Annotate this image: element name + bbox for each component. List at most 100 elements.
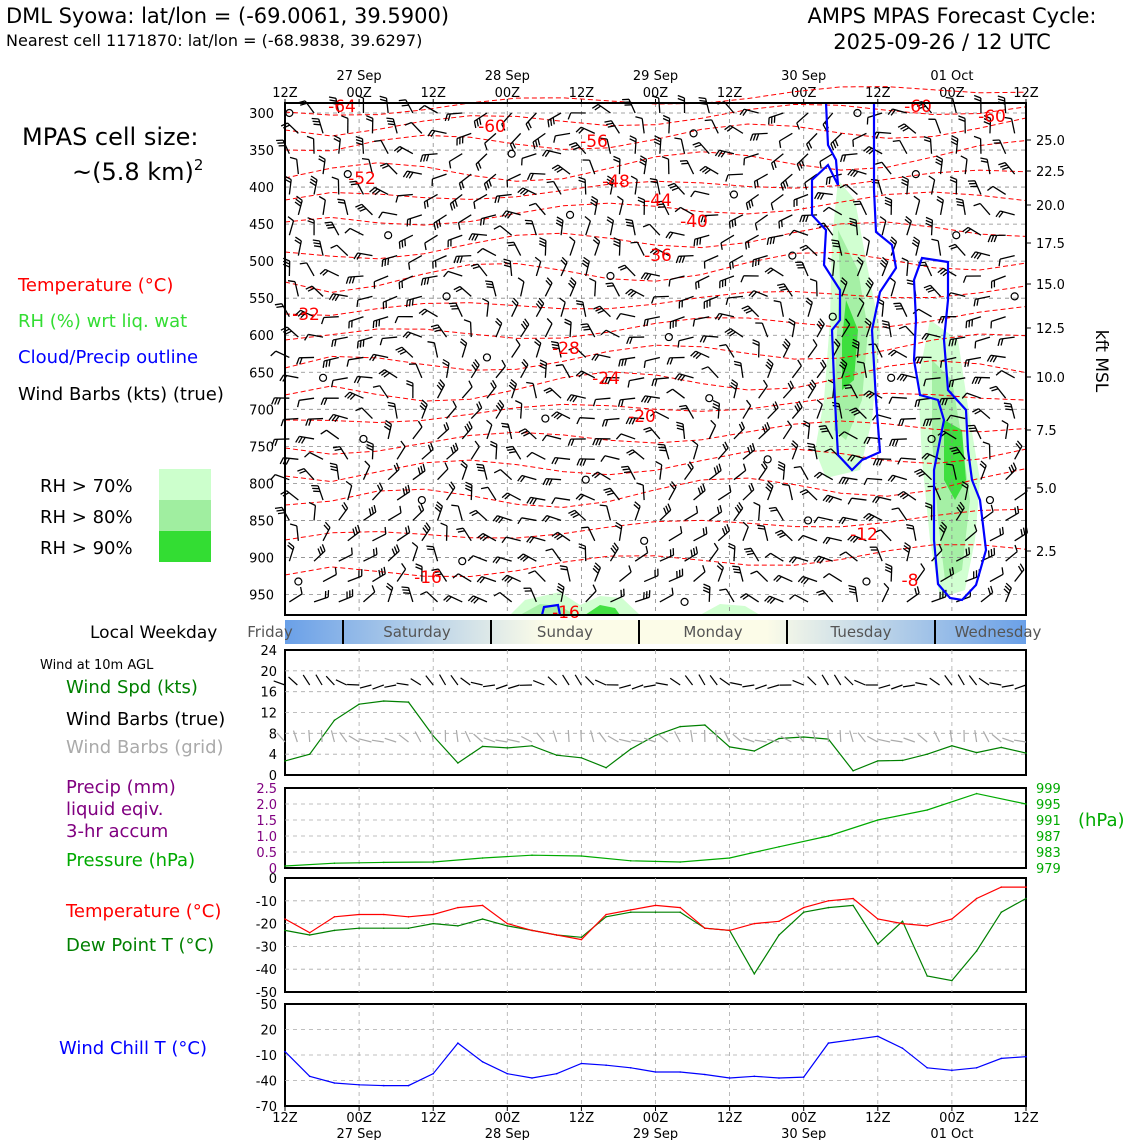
wind-speed-line-point (901, 759, 904, 762)
wind-barb-feather (889, 239, 896, 245)
wind-barb (930, 179, 936, 195)
wind-barb (767, 407, 779, 420)
wind-barb-feather (628, 417, 633, 425)
wind-barb-feather (454, 199, 458, 207)
wind-barb-feather (493, 469, 501, 474)
wind-barb (756, 570, 769, 583)
wind-barb-feather (976, 298, 979, 306)
wind-barb-feather (1000, 338, 1004, 346)
wind-barb (484, 132, 497, 144)
wind-barb-feather (424, 524, 430, 532)
wind-barb (557, 164, 571, 175)
wind-barb (876, 413, 892, 420)
wind-barb-feather (964, 360, 967, 368)
wind-barb (925, 377, 941, 381)
wind-barb-feather (430, 442, 434, 450)
wind-barb-feather (581, 262, 589, 268)
wind-barb (758, 385, 768, 399)
wind-barb-feather (289, 523, 297, 527)
wind-speed-line-point (704, 724, 706, 726)
wind-barb-grid (473, 733, 483, 743)
wind-barb-feather (745, 399, 752, 407)
wind-barb-feather (1003, 402, 1011, 405)
temperature-contour (284, 544, 1027, 578)
wind-barb (587, 526, 596, 542)
wind-barb-feather (427, 444, 432, 452)
wind-barb-feather (667, 182, 675, 187)
wind-barb-feather (885, 563, 893, 568)
wind-barb-feather (808, 448, 816, 452)
calm-circle (788, 251, 797, 260)
wind-barb (1010, 118, 1016, 134)
wind-barb-feather (857, 256, 864, 263)
bottom-tick-label: 12Z (420, 1111, 446, 1126)
wind-barb-feather (307, 287, 315, 292)
wind-barb-feather (895, 307, 904, 310)
temperature-line-point (704, 927, 706, 929)
calm-circle (359, 434, 368, 444)
wind-barb-feather (274, 506, 283, 510)
wind-barb-feather (364, 460, 371, 467)
wind-barb (379, 385, 389, 399)
wind-barb-feather (697, 487, 702, 495)
wind-barb (322, 527, 331, 542)
wind-barb-feather (468, 380, 473, 388)
wind-barb-feather (642, 223, 650, 228)
temperature-contour-label: -16 (414, 568, 442, 588)
wind-barb-feather (534, 341, 541, 347)
wind-barb-feather (924, 502, 932, 507)
wind-barb-feather (748, 485, 753, 492)
wind-barb-feather (568, 282, 574, 289)
wind-barb-feather (766, 361, 773, 368)
wind-barb-feather (482, 535, 489, 542)
wind-barb-feather (422, 527, 428, 534)
wind-barb (950, 414, 966, 420)
wind-barb-feather (515, 338, 521, 346)
wind-barb (802, 214, 818, 217)
wind-barb-feather (971, 377, 976, 384)
bottom-tick-label: 12Z (569, 1111, 595, 1126)
wind-barb (891, 438, 907, 441)
wind-barb-feather (297, 467, 305, 472)
wind-barb-feather (951, 338, 955, 346)
wind-barb (544, 323, 553, 338)
wind-tick-label: 24 (260, 644, 277, 659)
precip-tick-label: 1.0 (256, 830, 277, 845)
wind-barb-feather (331, 414, 337, 422)
wind-barb-true (878, 684, 891, 689)
wind-barb-feather (1003, 588, 1010, 595)
wind-barb (641, 118, 645, 134)
wind-barb-feather (778, 140, 782, 149)
kft-tick-label: 2.5 (1036, 545, 1057, 560)
wind-barb-feather (649, 247, 657, 254)
wind-barb-feather (508, 384, 515, 391)
wind-barb-grid (359, 738, 372, 743)
wind-chill-line-point (654, 1071, 657, 1073)
calm-circle (458, 557, 467, 566)
wind-barb-feather (496, 317, 503, 324)
wind-barb-feather (677, 374, 683, 381)
wind-barb-feather (526, 381, 534, 385)
wind-barb-feather (421, 399, 428, 406)
wind-barb-feather (961, 392, 968, 399)
wind-barb (900, 417, 916, 420)
wind-barb-feather (627, 290, 635, 296)
wind-barb-feather (322, 360, 325, 368)
wind-barb-feather (534, 256, 542, 263)
wind-barb-feather (476, 403, 481, 411)
wind-barb-feather (637, 199, 645, 204)
wind-barb-true (767, 684, 780, 689)
temperature-contour-label: -60 (478, 117, 506, 137)
wind-barb (980, 592, 994, 603)
wind-barb-grid (812, 730, 817, 743)
wind-barb (899, 302, 908, 317)
wind-barb (486, 301, 490, 317)
wind-barb (966, 316, 982, 322)
wind-barb-feather (490, 440, 498, 445)
wind-barb-feather (444, 462, 449, 470)
wind-barb (695, 275, 710, 284)
wind-barb-feather (980, 460, 987, 467)
wind-barb (433, 214, 447, 224)
wind-chill-line-point (605, 1064, 607, 1066)
wind-barb-feather (1004, 116, 1012, 120)
